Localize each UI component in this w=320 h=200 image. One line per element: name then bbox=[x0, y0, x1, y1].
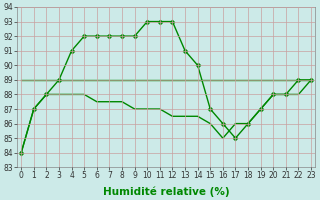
X-axis label: Humidité relative (%): Humidité relative (%) bbox=[103, 186, 229, 197]
